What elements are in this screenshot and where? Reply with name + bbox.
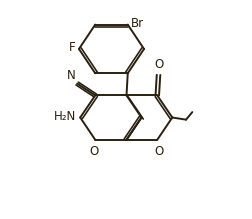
Text: O: O [153,58,163,71]
Text: O: O [89,145,98,158]
Text: N: N [66,69,75,82]
Text: Br: Br [130,17,143,30]
Text: H₂N: H₂N [53,110,75,123]
Text: F: F [69,41,76,54]
Text: O: O [153,145,163,158]
